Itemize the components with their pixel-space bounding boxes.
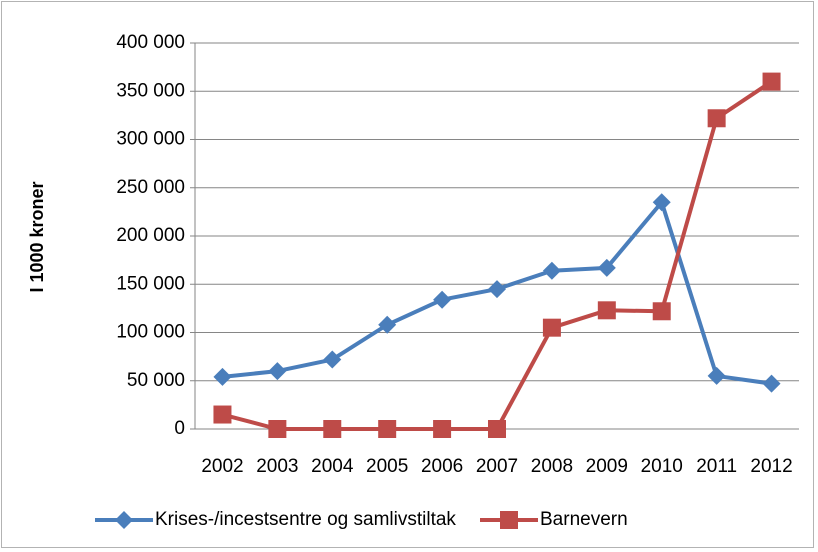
x-tick-label: 2010: [641, 456, 683, 477]
legend-label: Barnevern: [540, 509, 628, 530]
marker: [488, 420, 506, 438]
x-tick-label: 2005: [366, 456, 408, 477]
marker: [652, 193, 671, 212]
marker: [542, 261, 561, 280]
marker: [213, 405, 232, 424]
x-tick-label: 2011: [696, 456, 737, 477]
marker: [378, 315, 397, 334]
y-tick-label: 150 000: [116, 273, 185, 294]
marker: [323, 350, 342, 369]
legend-label: Krises-/incestsentre og samlivstiltak: [155, 509, 456, 530]
marker: [542, 318, 561, 337]
marker: [268, 362, 287, 381]
marker: [762, 72, 781, 91]
x-tick-label: 2006: [421, 456, 463, 477]
marker: [378, 420, 397, 438]
marker: [500, 511, 518, 529]
x-tick-label: 2012: [750, 456, 792, 477]
y-tick-label: 400 000: [116, 32, 185, 53]
y-tick-label: 200 000: [116, 225, 185, 246]
marker: [652, 302, 671, 321]
y-tick-label: 350 000: [116, 80, 185, 101]
y-tick-label: 50 000: [127, 370, 185, 391]
x-tick-label: 2003: [256, 456, 298, 477]
marker: [213, 367, 232, 386]
marker: [707, 109, 726, 128]
y-tick-label: 250 000: [116, 177, 185, 198]
marker: [268, 420, 287, 438]
y-tick-label: 100 000: [116, 322, 185, 343]
y-tick-label: 300 000: [116, 129, 185, 150]
x-tick-label: 2002: [201, 456, 243, 477]
y-axis-title: I 1000 kroner: [27, 181, 47, 292]
marker: [762, 374, 781, 393]
marker: [707, 366, 726, 385]
marker: [323, 420, 342, 438]
x-tick-label: 2008: [531, 456, 573, 477]
x-tick-label: 2004: [311, 456, 354, 477]
x-tick-label: 2009: [586, 456, 628, 477]
marker: [115, 511, 133, 529]
marker: [597, 258, 616, 277]
y-tick-label: 0: [174, 418, 185, 439]
marker: [488, 280, 506, 299]
marker: [433, 290, 452, 309]
x-tick-label: 2007: [476, 456, 518, 477]
marker: [433, 420, 452, 438]
marker: [597, 301, 616, 320]
